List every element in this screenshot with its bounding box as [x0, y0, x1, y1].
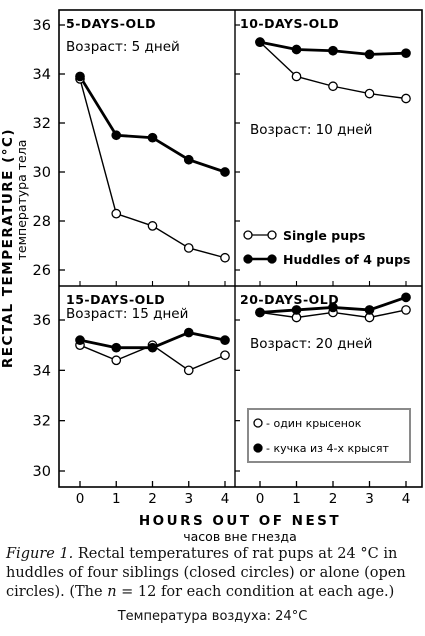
- data-point-huddles: [401, 48, 411, 59]
- panel-annotation: Возраст: 5 дней: [66, 39, 180, 55]
- data-point-huddles: [328, 302, 338, 313]
- panel-annotation: Возраст: 15 дней: [66, 306, 188, 322]
- legend-box: [247, 408, 411, 463]
- y-tick-label-top: 28: [33, 214, 51, 230]
- legend-marker-huddles: [267, 254, 277, 264]
- data-point-huddles: [147, 342, 158, 353]
- y-tick-label-bottom: 34: [33, 363, 51, 379]
- data-point-single: [401, 305, 411, 315]
- x-axis-label: HOURS OUT OF NEST: [139, 513, 341, 529]
- data-point-single: [401, 93, 411, 104]
- panel-annotation: Возраст: 10 дней: [250, 122, 372, 138]
- data-point-huddles: [364, 49, 375, 60]
- x-tick-label-left: 0: [76, 491, 85, 507]
- x-tick-label-right: 2: [329, 491, 338, 507]
- caption-text-2: = 12 for each condition at each age.): [116, 584, 395, 600]
- data-point-huddles: [255, 37, 265, 48]
- data-point-huddles: [291, 305, 302, 315]
- x-tick-label-right: 4: [402, 491, 411, 507]
- legend-marker-huddles-ru: [253, 443, 263, 453]
- legend-label: Huddles of 4 pups: [283, 252, 410, 267]
- panel-title: 15-DAYS-OLD: [66, 292, 165, 307]
- y-axis-label-ru: температура тела: [14, 140, 29, 261]
- series-line-single: [79, 78, 226, 259]
- x-tick-label-right: 1: [292, 491, 301, 507]
- air-temperature-note: Температура воздуха: 24°C: [117, 609, 308, 624]
- panel-annotation: Возраст: 20 дней: [250, 336, 372, 352]
- x-tick-label-left: 1: [112, 491, 121, 507]
- data-point-huddles: [328, 45, 338, 56]
- data-point-huddles: [147, 132, 158, 143]
- y-tick-label-top: 36: [33, 18, 51, 34]
- legend-label-ru: - один крысенок: [266, 417, 362, 430]
- data-point-huddles: [255, 307, 265, 318]
- x-axis-label-ru: часов вне гнезда: [183, 529, 297, 544]
- data-point-huddles: [220, 335, 230, 345]
- data-point-single: [328, 81, 338, 92]
- x-tick-label-right: 0: [256, 491, 265, 507]
- legend-label: Single pups: [283, 228, 365, 243]
- panel-title: 5-DAYS-OLD: [66, 16, 156, 31]
- legend-marker-single-ru: [253, 418, 263, 428]
- y-axis-label: RECTAL TEMPERATURE (°C): [0, 128, 16, 368]
- caption-n: n: [107, 584, 117, 600]
- y-tick-label-top: 34: [33, 67, 51, 83]
- y-tick-label-top: 26: [33, 263, 51, 279]
- y-tick-label-bottom: 32: [33, 414, 51, 430]
- data-point-single: [111, 355, 122, 366]
- data-point-single: [291, 71, 302, 82]
- y-tick-label-bottom: 30: [33, 464, 51, 480]
- data-point-huddles: [75, 71, 85, 82]
- data-point-huddles: [183, 154, 194, 165]
- y-tick-label-top: 30: [33, 165, 51, 181]
- caption-label: Figure 1.: [6, 546, 74, 562]
- plot-frame: [58, 9, 423, 488]
- x-tick-label-left: 4: [221, 491, 230, 507]
- panel-title: 10-DAYS-OLD: [240, 16, 339, 31]
- data-point-single: [220, 350, 230, 361]
- data-point-single: [364, 88, 375, 99]
- data-point-single: [183, 365, 194, 376]
- caption-text-1: Rectal temperatures of rat pups at 24 °C…: [6, 546, 406, 600]
- x-tick-label-right: 3: [365, 491, 374, 507]
- data-point-huddles: [364, 305, 375, 315]
- data-point-single: [183, 243, 194, 253]
- panel-title: 20-DAYS-OLD: [240, 292, 339, 307]
- data-point-single: [220, 252, 230, 263]
- legend-marker-single: [267, 230, 277, 240]
- legend-marker-huddles: [243, 254, 253, 264]
- x-tick-label-left: 2: [148, 491, 157, 507]
- legend-marker-single: [243, 230, 253, 240]
- data-point-huddles: [111, 130, 122, 141]
- y-tick-label-bottom: 36: [33, 313, 51, 329]
- data-point-single: [147, 221, 158, 231]
- data-point-huddles: [75, 335, 85, 345]
- data-point-huddles: [220, 167, 230, 177]
- data-point-huddles: [291, 44, 302, 55]
- data-point-huddles: [401, 292, 411, 303]
- data-point-huddles: [111, 342, 122, 353]
- x-tick-label-left: 3: [184, 491, 193, 507]
- data-point-huddles: [183, 327, 194, 338]
- y-tick-label-top: 32: [33, 116, 51, 132]
- figure-caption: Figure 1. Rectal temperatures of rat pup…: [6, 545, 420, 602]
- legend-label-ru: - кучка из 4-х крысят: [266, 442, 389, 455]
- data-point-single: [111, 208, 122, 219]
